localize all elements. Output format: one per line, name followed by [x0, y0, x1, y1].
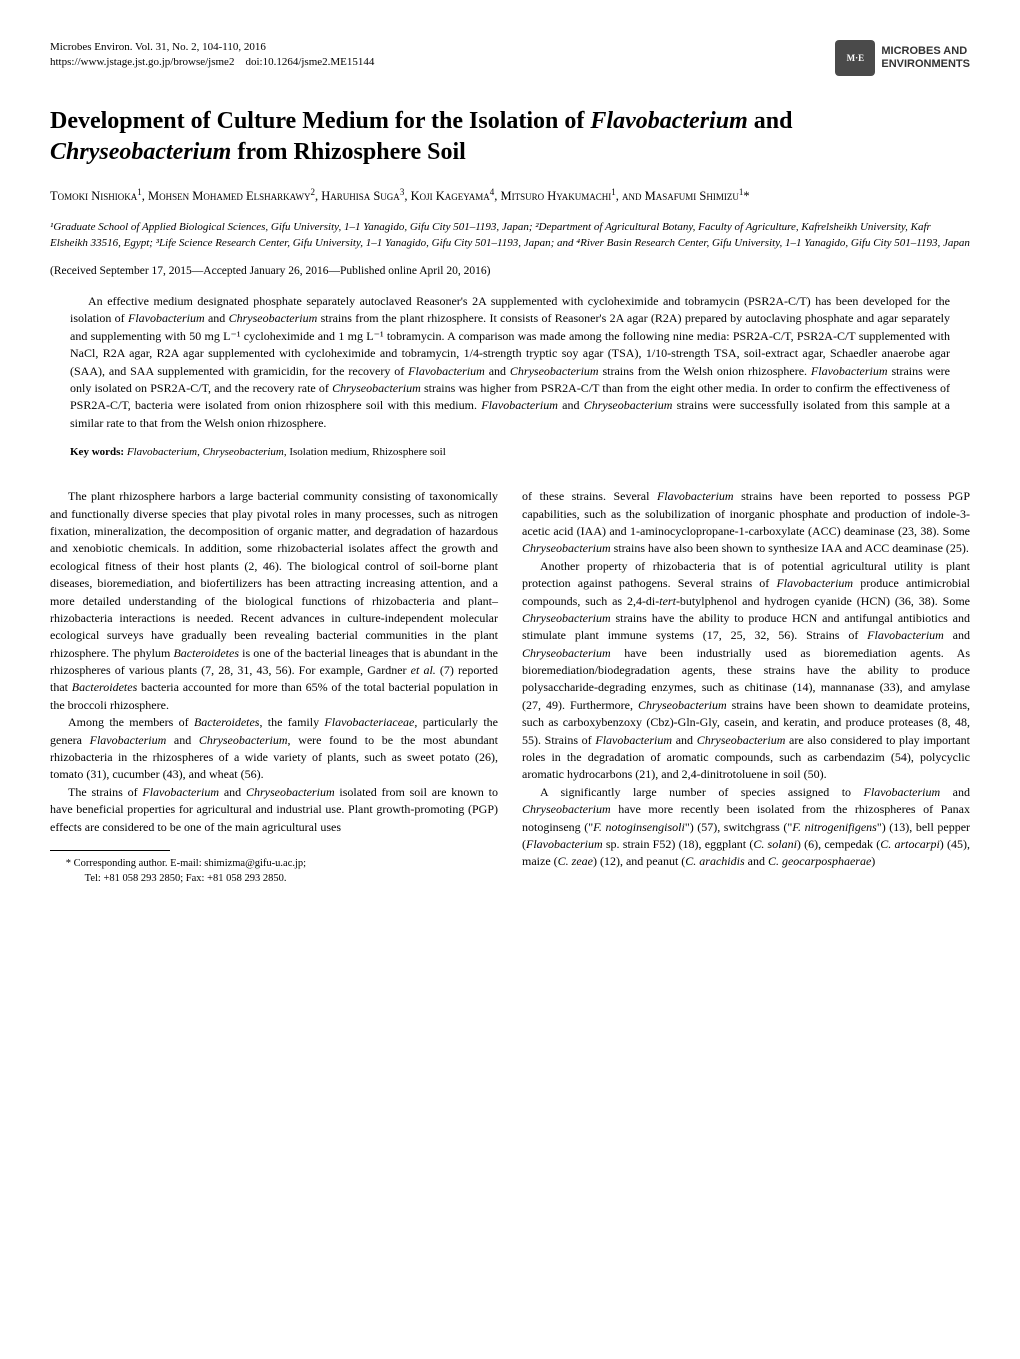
keywords: Key words: Flavobacterium, Chryseobacter…	[70, 446, 950, 458]
footnote-separator	[50, 850, 170, 851]
body-para: The plant rhizosphere harbors a large ba…	[50, 488, 498, 714]
body-para: Another property of rhizobacteria that i…	[522, 558, 970, 784]
journal-doi: doi:10.1264/jsme2.ME15144	[245, 56, 374, 68]
logo-text-line2: ENVIRONMENTS	[881, 58, 970, 70]
body-para: The strains of Flavobacterium and Chryse…	[50, 784, 498, 836]
corresponding-author-footnote: * Corresponding author. E-mail: shimizma…	[50, 857, 498, 872]
journal-no: No. 2	[172, 41, 196, 53]
article-title: Development of Culture Medium for the Is…	[50, 106, 970, 168]
journal-info: Microbes Environ. Vol. 31, No. 2, 104-11…	[50, 40, 374, 71]
journal-vol: Vol. 31	[135, 41, 167, 53]
journal-year: 2016	[244, 41, 266, 53]
logo-badge-icon: M·E	[835, 40, 875, 76]
body-para: Among the members of Bacteroidetes, the …	[50, 714, 498, 784]
logo-text-line1: MICROBES AND	[881, 45, 967, 57]
body-columns: The plant rhizosphere harbors a large ba…	[50, 488, 970, 886]
keywords-label: Key words:	[70, 446, 124, 458]
corresponding-author-contact: Tel: +81 058 293 2850; Fax: +81 058 293 …	[50, 872, 498, 887]
body-para: A significantly large number of species …	[522, 784, 970, 871]
authors-line: Tomoki Nishioka1, Mohsen Mohamed Elshark…	[50, 186, 970, 206]
journal-url: https://www.jstage.jst.go.jp/browse/jsme…	[50, 56, 234, 68]
left-column: The plant rhizosphere harbors a large ba…	[50, 488, 498, 886]
abstract: An effective medium designated phosphate…	[70, 293, 950, 432]
affiliations: ¹Graduate School of Applied Biological S…	[50, 220, 970, 251]
journal-name: Microbes Environ.	[50, 41, 132, 53]
publication-dates: (Received September 17, 2015—Accepted Ja…	[50, 265, 970, 277]
right-column: of these strains. Several Flavobacterium…	[522, 488, 970, 886]
body-para: of these strains. Several Flavobacterium…	[522, 488, 970, 558]
journal-pages: 104-110	[202, 41, 238, 53]
logo-text: MICROBES AND ENVIRONMENTS	[881, 45, 970, 71]
keywords-list: Flavobacterium, Chryseobacterium, Isolat…	[127, 446, 446, 458]
journal-logo: M·E MICROBES AND ENVIRONMENTS	[835, 40, 970, 76]
page-header: Microbes Environ. Vol. 31, No. 2, 104-11…	[50, 40, 970, 76]
